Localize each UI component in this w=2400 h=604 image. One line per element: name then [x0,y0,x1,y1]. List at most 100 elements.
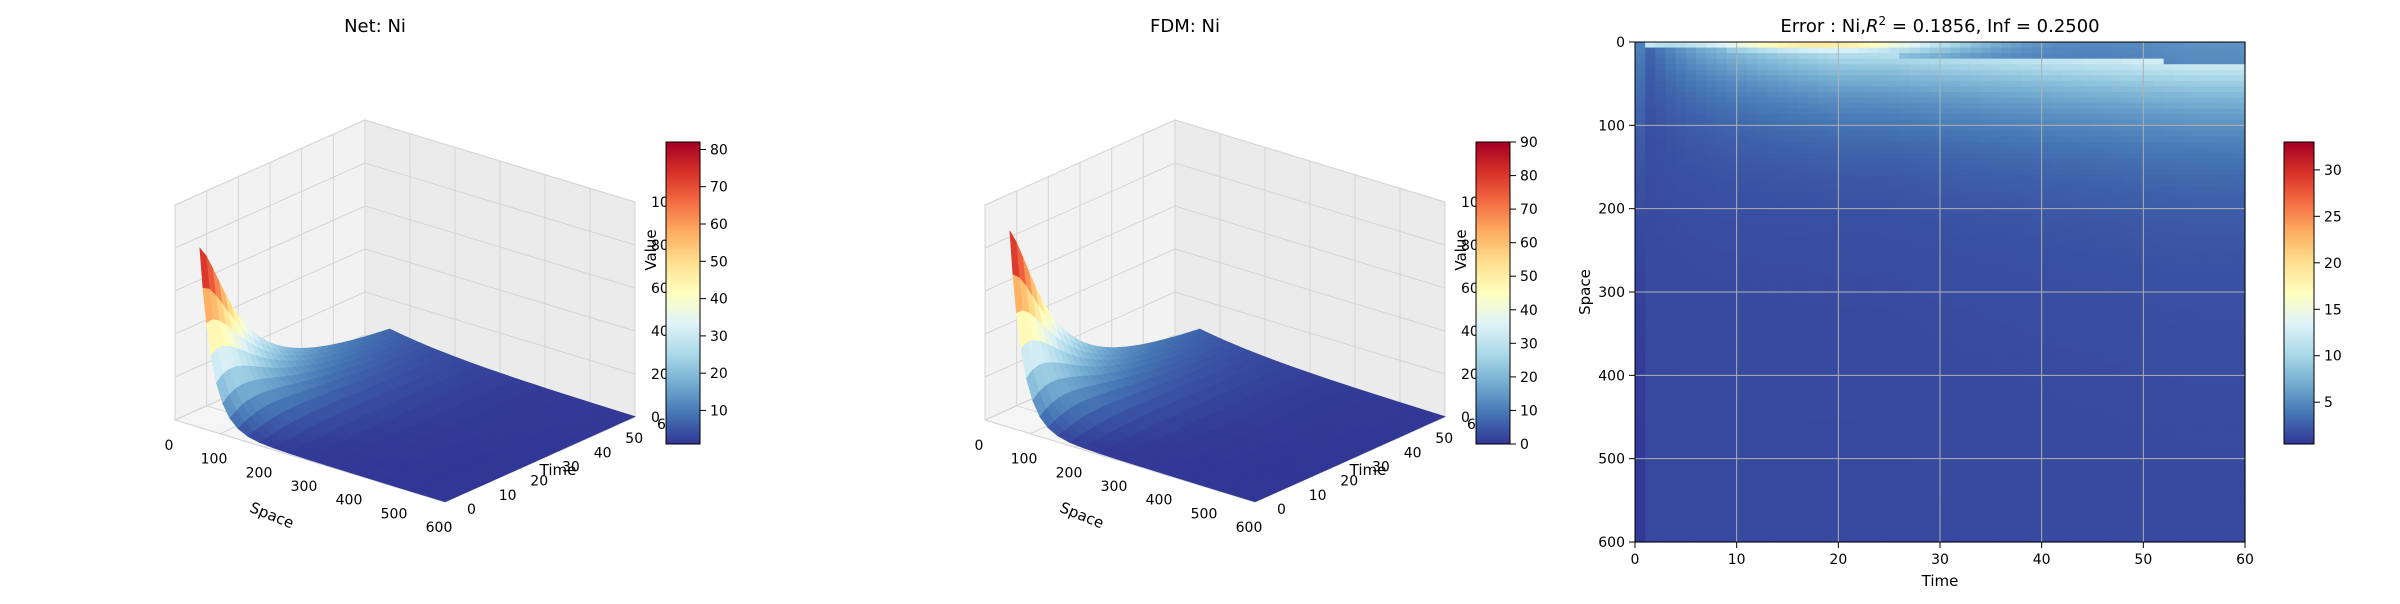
heatmap-cell [2052,364,2063,370]
heatmap-cell [1737,136,1748,142]
heatmap-cell [1838,64,1849,70]
heatmap-cell [2072,136,2083,142]
heatmap-cell [2174,214,2185,220]
heatmap-cell [2032,270,2043,276]
heatmap-cell [2204,314,2215,320]
heatmap-cell [2052,70,2063,76]
heatmap-cell [1828,153,1839,159]
heatmap-cell [1869,175,1880,181]
heatmap-cell [1920,192,1931,198]
heatmap-cell [2184,225,2195,231]
heatmap-cell [1920,386,1931,392]
heatmap-cell [2154,181,2165,187]
heatmap-cell [2194,242,2205,248]
heatmap-cell [1838,75,1849,81]
heatmap-cell [1828,159,1839,165]
heatmap-cell [2093,142,2104,148]
heatmap-cell [1828,98,1839,104]
heatmap-cell [2215,259,2226,265]
heatmap-cell [2133,325,2144,331]
heatmap-cell [1828,281,1839,287]
heatmap-cell [1696,198,1707,204]
heatmap-cell [2184,109,2195,115]
heatmap-cell [1635,153,1646,159]
heatmap-cell [1645,253,1656,259]
heatmap-cell [1838,298,1849,304]
heatmap-cell [1635,48,1646,54]
heatmap-cell [1747,253,1758,259]
heatmap-cell [2052,131,2063,137]
heatmap-cell [1818,220,1829,226]
heatmap-cell [1859,92,1870,98]
heatmap-cell [2164,125,2175,131]
heatmap-cell [2235,242,2246,248]
heatmap-cell [2194,220,2205,226]
heatmap-cell [2062,325,2073,331]
heatmap-cell [1971,325,1982,331]
heatmap-cell [2133,136,2144,142]
heatmap-cell [1686,320,1697,326]
heatmap-cell [2225,236,2236,242]
heatmap-cell [1727,236,1738,242]
heatmap-cell [1777,181,1788,187]
heatmap-cell [2103,375,2114,381]
heatmap-cell [1879,53,1890,59]
heatmap-cell [1767,48,1778,54]
heatmap-cell [2113,348,2124,354]
heatmap-cell [1920,353,1931,359]
net-xlabel: Space [247,498,296,532]
colorbar-tick-label: 50 [710,254,728,270]
heatmap-cell [1757,170,1768,176]
heatmap-cell [1757,92,1768,98]
heatmap-cell [2215,59,2226,65]
heatmap-cell [2235,348,2246,354]
heatmap-cell [2042,309,2053,315]
heatmap-cell [2204,342,2215,348]
heatmap-cell [2225,175,2236,181]
heatmap-cell [1808,42,1819,48]
heatmap-cell [1788,309,1799,315]
heatmap-cell [1757,125,1768,131]
heatmap-cell [1696,392,1707,398]
heatmap-cell [1869,259,1880,265]
heatmap-cell [1706,320,1717,326]
heatmap-cell [1747,53,1758,59]
heatmap-cell [1960,236,1971,242]
heatmap-cell [2021,159,2032,165]
heatmap-cell [1635,392,1646,398]
heatmap-cell [2082,214,2093,220]
heatmap-cell [1655,248,1666,254]
heatmap-cell [1849,186,1860,192]
heatmap-cell [1686,170,1697,176]
heatmap-cell [1747,348,1758,354]
heatmap-cell [1849,225,1860,231]
heatmap-cell [1920,186,1931,192]
heatmap-cell [1777,75,1788,81]
heatmap-cell [2082,220,2093,226]
heatmap-cell [1910,92,1921,98]
heatmap-cell [1757,153,1768,159]
heatmap-cell [1666,364,1677,370]
heatmap-cell [1879,153,1890,159]
heatmap-cell [2174,53,2185,59]
heatmap-cell [2082,231,2093,237]
heatmap-cell [1899,192,1910,198]
heatmap-cell [2225,242,2236,248]
heatmap-cell [2215,148,2226,154]
heatmap-cell [1757,214,1768,220]
heatmap-cell [2093,231,2104,237]
heatmap-cell [2082,209,2093,215]
heatmap-cell [1767,59,1778,65]
heatmap-cell [2174,198,2185,204]
heatmap-cell [1666,175,1677,181]
heatmap-cell [2052,214,2063,220]
heatmap-cell [2154,220,2165,226]
heatmap-cell [2052,353,2063,359]
heatmap-cell [1716,375,1727,381]
heatmap-cell [1828,292,1839,298]
heatmap-cell [1920,103,1931,109]
heatmap-cell [1920,236,1931,242]
heatmap-cell [2204,86,2215,92]
heatmap-cell [1686,48,1697,54]
heatmap-cell [1849,336,1860,342]
